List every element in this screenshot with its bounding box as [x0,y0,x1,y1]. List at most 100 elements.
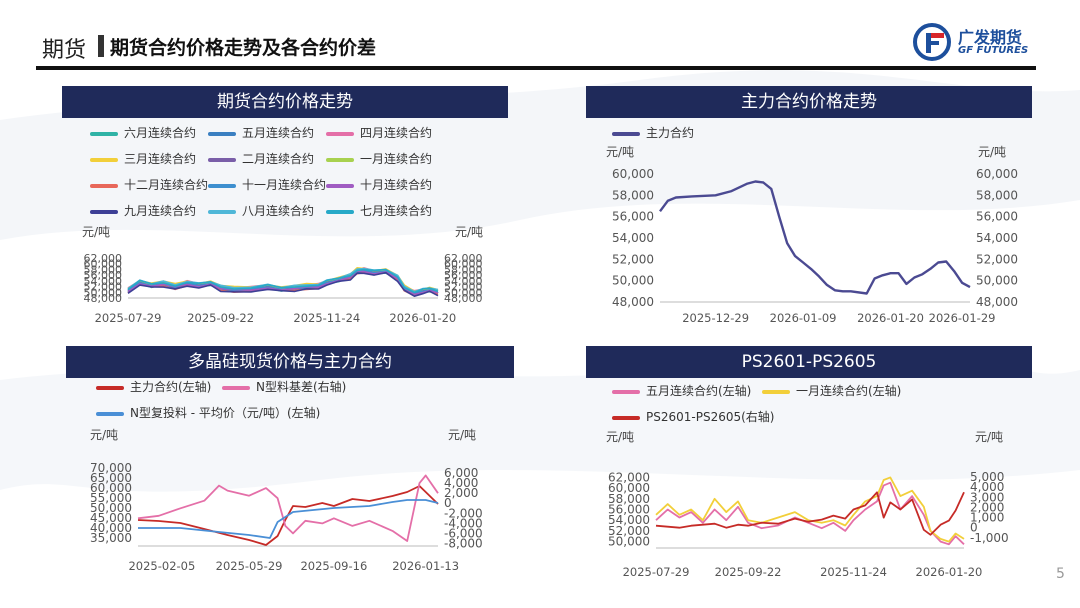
p4-legend-swatch [612,389,640,394]
p1-legend-swatch [90,131,118,136]
p4-y-left-tick-label: 54,000 [608,513,650,527]
p1-legend-label: 八月连续合约 [242,204,315,218]
p2-x-tick-label: 2026-01-29 [929,311,996,325]
p4-y-left-tick-label: 60,000 [608,481,650,495]
p1-legend-label: 三月连续合约 [124,152,197,166]
p1-legend-swatch [326,157,354,162]
p1-legend-label: 六月连续合约 [124,126,197,140]
panel4-unit-right: 元/吨 [975,430,1004,444]
p3-y-right-tick-label: -8,000 [444,536,483,550]
p3-legend-swatch [96,385,124,390]
p4-x-tick-label: 2025-09-22 [715,565,782,579]
p1-y-right-tick-label: 62,000 [444,252,483,265]
p1-legend-label: 二月连续合约 [242,152,315,166]
p1-y-left-tick-label: 62,000 [84,252,123,265]
p1-legend-swatch [90,183,118,188]
p3-x-tick-label: 2025-05-29 [216,559,283,573]
p1-y-left-tick-label: 48,000 [84,292,123,305]
p1-y-right-tick-label: 52,000 [444,281,483,294]
p1-y-right-tick-label: 54,000 [444,275,483,288]
p3-legend-item: 主力合约(左轴) [96,378,211,395]
p2-legend-item: 主力合约 [612,124,694,141]
p2-y-left-tick-label: 52,000 [612,252,654,266]
section-label: 期货 [42,38,87,63]
p4-y-right-tick-label: 2,000 [970,500,1004,514]
p1-y-right-tick-label: 56,000 [444,269,483,282]
p2-x-tick-label: 2026-01-20 [857,311,924,325]
p1-series-line [127,271,439,297]
panel2-chart: 2025-12-29 2026-01-09 2026-01-20 2026-01-29… [612,167,1018,325]
p2-y-left-tick-label: 48,000 [612,295,654,309]
panel3-chart: 2025-02-05 2025-05-29 2025-09-16 2026-01-13… [90,461,483,573]
p1-legend-item: 六月连续合约 [90,124,196,141]
p4-y-right-tick-label: 1,000 [970,511,1004,525]
p3-y-left-tick-label: 55,000 [90,491,132,505]
p1-legend-label: 一月连续合约 [360,152,433,166]
p1-y-left-tick-label: 58,000 [84,263,123,276]
p4-legend-swatch [762,389,790,394]
p2-y-right-tick-label: 54,000 [976,231,1018,245]
p1-y-left-tick-label: 54,000 [84,275,123,288]
p1-y-left-tick-label: 56,000 [84,269,123,282]
header-rule [36,66,1036,70]
title-separator [98,35,104,57]
p3-legend-swatch [222,385,250,390]
p2-y-right-tick-label: 52,000 [976,252,1018,266]
p1-legend-label: 十一月连续合约 [242,178,327,192]
p2-legend-label: 主力合约 [646,126,695,140]
p1-y-left-tick-label: 60,000 [84,258,123,271]
p1-legend-swatch [326,183,354,188]
p3-x-tick-label: 2025-09-16 [300,559,367,573]
p3-y-right-tick-label: -6,000 [444,526,483,540]
panel2-title: 主力合约价格走势 [586,86,1032,118]
p1-y-right-tick-label: 60,000 [444,258,483,271]
p1-legend-item: 二月连续合约 [208,150,314,167]
p2-y-right-tick-label: 50,000 [976,274,1018,288]
p1-series-line [127,267,439,293]
p1-legend-label: 五月连续合约 [242,126,315,140]
p1-legend-swatch [90,209,118,214]
logo-text-cn: 广发期货 [958,28,1023,47]
gf-futures-logo: 广发期货 GF FUTURES [912,22,1042,62]
p2-y-left-tick-label: 50,000 [612,274,654,288]
p4-legend-item: 五月连续合约(左轴) [612,382,751,399]
panel2-unit-left: 元/吨 [606,145,635,159]
page-title: 期货合约价格走势及各合约价差 [110,37,377,59]
p1-legend-swatch [90,157,118,162]
p3-y-left-tick-label: 70,000 [90,461,132,475]
p4-x-tick-label: 2025-07-29 [623,565,690,579]
p2-series-line [659,180,971,295]
p1-legend-item: 一月连续合约 [326,150,432,167]
page-number: 5 [1056,566,1065,582]
p4-legend-label: 五月连续合约(左轴) [646,384,752,398]
p4-y-right-tick-label: 4,000 [970,480,1004,494]
p1-legend-label: 九月连续合约 [124,204,197,218]
panel1-unit-left: 元/吨 [82,225,111,239]
p3-y-left-tick-label: 40,000 [90,521,132,535]
p4-y-left-tick-label: 52,000 [608,524,650,538]
p2-y-right-tick-label: 60,000 [976,167,1018,181]
p4-legend-label: 一月连续合约(左轴) [796,384,902,398]
p1-legend-item: 十月连续合约 [326,176,432,193]
p3-legend-label: N型复投料 - 平均价（元/吨）(左轴) [130,406,321,420]
p1-x-tick-label: 2025-07-29 [95,311,162,325]
p2-y-right-tick-label: 48,000 [976,295,1018,309]
p4-legend-item: 一月连续合约(左轴) [762,382,901,399]
p1-series-line [127,268,439,294]
p3-y-left-tick-label: 35,000 [90,531,132,545]
p2-y-right-tick-label: 58,000 [976,188,1018,202]
p3-y-right-tick-label: -4,000 [444,516,483,530]
p4-series-line [655,476,965,543]
p1-x-tick-label: 2026-01-20 [389,311,456,325]
p2-y-left-tick-label: 58,000 [612,188,654,202]
p3-legend-label: 主力合约(左轴) [130,380,212,394]
p2-y-left-tick-label: 60,000 [612,167,654,181]
p1-y-left-tick-label: 50,000 [84,286,123,299]
p3-series-line [137,474,439,542]
p3-legend-label: N型料基差(右轴) [256,380,347,394]
panel1-title: 期货合约价格走势 [62,86,508,118]
p3-legend-item: N型复投料 - 平均价（元/吨）(左轴) [96,404,320,421]
p1-y-left-tick-label: 52,000 [84,281,123,294]
p1-legend-item: 十二月连续合约 [90,176,208,193]
p1-legend-swatch [208,183,236,188]
